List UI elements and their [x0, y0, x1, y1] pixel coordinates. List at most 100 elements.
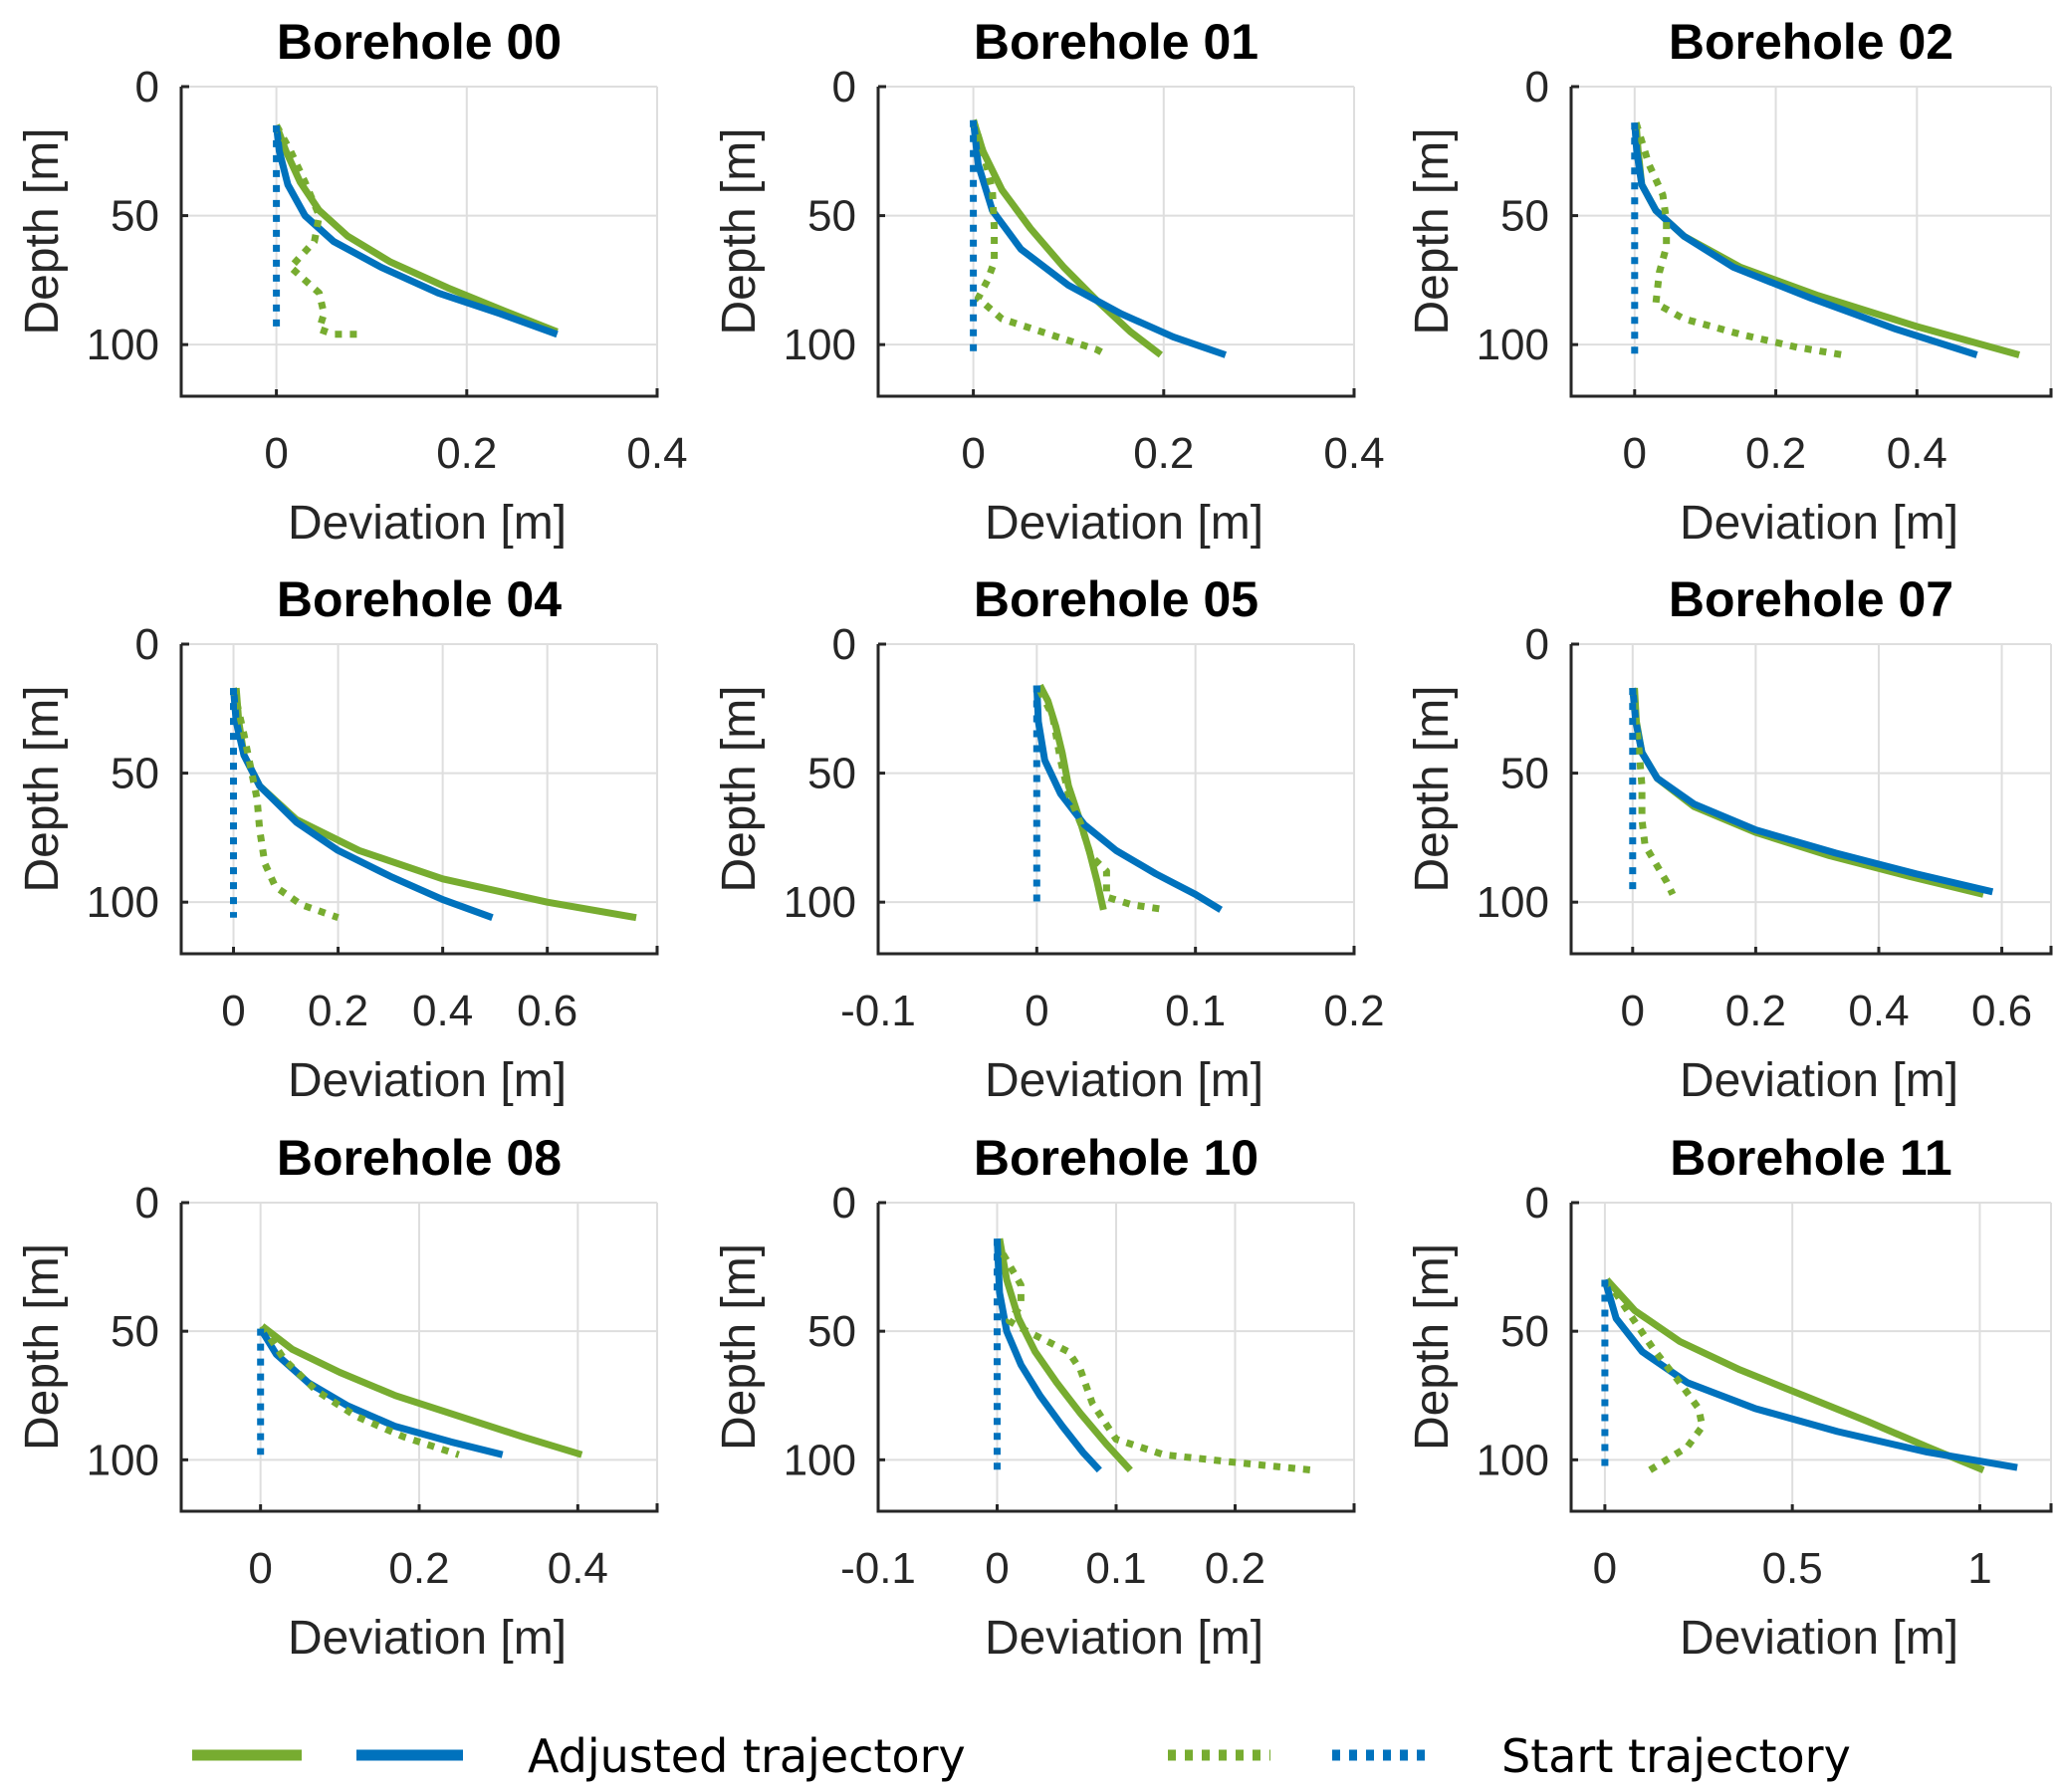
- y-tick-label: 100: [87, 1436, 159, 1484]
- x-tick-label: 0.4: [1887, 429, 1947, 478]
- series-line-adjusted-blue: [1629, 687, 1994, 896]
- series-line-adjusted-green: [996, 1237, 1133, 1473]
- y-tick-label: 100: [1477, 321, 1549, 369]
- x-axis-label: Deviation [m]: [985, 1612, 1263, 1665]
- y-tick-label: 100: [784, 321, 856, 369]
- x-tick-label: 0.4: [412, 987, 473, 1035]
- y-tick-label: 100: [1477, 878, 1549, 927]
- subplot-title: Borehole 00: [277, 14, 562, 70]
- y-tick-label: 100: [87, 321, 159, 369]
- series-line-adjusted-green: [260, 1323, 583, 1458]
- y-tick-label: 50: [1500, 192, 1549, 241]
- subplot-borehole-00: Borehole 00 0 50 100 0 0.2 0.4 Deviation [m] Dep…: [16, 14, 688, 550]
- x-tick-label: -0.1: [840, 1544, 916, 1593]
- series-line-adjusted-blue: [1601, 1278, 2018, 1471]
- legend-label-adjusted: Adjusted trajectory: [528, 1729, 966, 1783]
- axes-frame: [876, 87, 1356, 398]
- x-tick-label: 0: [1623, 429, 1647, 478]
- x-tick-label: 0: [985, 1544, 1009, 1593]
- legend: Adjusted trajectory Start trajectory: [192, 1729, 1851, 1783]
- y-tick-label: 100: [784, 1436, 856, 1484]
- y-tick-label: 100: [1477, 1436, 1549, 1484]
- y-tick-label: 0: [1525, 620, 1549, 669]
- x-tick-label: -0.1: [840, 987, 916, 1035]
- series-line-adjusted-blue: [273, 124, 559, 338]
- x-axis-label: Deviation [m]: [1680, 497, 1958, 550]
- subplot-borehole-01: Borehole 01 0 50 100 0 0.2 0.4 Deviation [m] Dep…: [713, 14, 1385, 550]
- y-tick-label: 50: [807, 1307, 856, 1356]
- series-line-start-green: [1632, 121, 1844, 358]
- y-axis-label: Depth [m]: [713, 685, 766, 892]
- x-tick-label: 0.1: [1165, 987, 1226, 1035]
- x-tick-label: 0.4: [1848, 987, 1909, 1035]
- series-line-adjusted-blue: [994, 1238, 1102, 1473]
- x-tick-label: 0: [264, 429, 288, 478]
- y-axis-label: Depth [m]: [1406, 685, 1459, 892]
- x-axis-label: Deviation [m]: [288, 1054, 567, 1107]
- subplot-title: Borehole 05: [974, 571, 1258, 627]
- series-line-start-green: [1603, 1277, 1707, 1473]
- subplot-borehole-07: Borehole 07 0 50 100 0 0.2 0.4 0.6 Deviation [m]…: [1406, 571, 2053, 1107]
- x-axis-label: Deviation [m]: [985, 1054, 1263, 1107]
- series-line-adjusted-green: [232, 687, 637, 922]
- x-tick-label: 0.1: [1085, 1544, 1146, 1593]
- y-axis-label: Depth [m]: [16, 685, 69, 892]
- x-tick-label: 0: [248, 1544, 272, 1593]
- subplot-borehole-02: Borehole 02 0 50 100 0 0.2 0.4 Deviation [m] Dep…: [1406, 14, 2053, 550]
- x-tick-label: 0.6: [1971, 987, 2032, 1035]
- subplot-borehole-05: Borehole 05 0 50 100 -0.1 0 0.1 0.2 Deviation [m…: [713, 571, 1385, 1107]
- y-tick-label: 100: [784, 878, 856, 927]
- x-tick-label: 0.2: [388, 1544, 449, 1593]
- x-tick-label: 0.2: [1323, 987, 1384, 1035]
- legend-label-start: Start trajectory: [1501, 1729, 1851, 1783]
- series-line-adjusted-green: [273, 123, 559, 336]
- x-tick-label: 0.4: [548, 1544, 608, 1593]
- x-axis-label: Deviation [m]: [985, 497, 1263, 550]
- x-axis-label: Deviation [m]: [1680, 1612, 1958, 1665]
- axes-frame: [179, 87, 659, 398]
- x-tick-label: 0.2: [1745, 429, 1806, 478]
- series-line-adjusted-blue: [1631, 122, 1978, 358]
- subplot-title: Borehole 10: [974, 1130, 1258, 1186]
- y-axis-label: Depth [m]: [1406, 1243, 1459, 1451]
- y-tick-label: 0: [832, 620, 856, 669]
- y-tick-label: 0: [1525, 63, 1549, 112]
- y-axis-label: Depth [m]: [713, 1243, 766, 1451]
- x-tick-label: 0: [1621, 987, 1645, 1035]
- subplot-title: Borehole 07: [1669, 571, 1953, 627]
- x-tick-label: 0.4: [626, 429, 687, 478]
- x-tick-label: 1: [1967, 1544, 1991, 1593]
- series-line-adjusted-blue: [970, 119, 1228, 358]
- subplot-title: Borehole 11: [1670, 1130, 1951, 1186]
- y-tick-label: 50: [807, 192, 856, 241]
- y-tick-label: 0: [832, 1179, 856, 1228]
- series-line-start-green: [273, 123, 364, 338]
- x-tick-label: 0.2: [1205, 1544, 1265, 1593]
- y-tick-label: 0: [1525, 1179, 1549, 1228]
- series-line-adjusted-blue: [230, 687, 494, 921]
- y-tick-label: 50: [111, 750, 159, 798]
- subplot-title: Borehole 01: [974, 14, 1258, 70]
- x-tick-label: 0: [961, 429, 985, 478]
- y-tick-label: 50: [807, 750, 856, 798]
- subplot-title: Borehole 02: [1669, 14, 1953, 70]
- y-tick-label: 50: [111, 192, 159, 241]
- y-tick-label: 0: [832, 63, 856, 112]
- series-line-adjusted-green: [1604, 1277, 1985, 1473]
- y-axis-label: Depth [m]: [16, 127, 69, 335]
- series-line-adjusted-green: [1036, 683, 1107, 911]
- subplot-borehole-04: Borehole 04 0 50 100 0 0.2 0.4 0.6 Deviation [m]…: [16, 571, 659, 1107]
- axes-frame: [1569, 87, 2053, 398]
- series-line-start-green: [1036, 689, 1168, 914]
- axes-frame: [179, 644, 659, 956]
- x-tick-label: 0: [221, 987, 245, 1035]
- subplot-borehole-10: Borehole 10 0 50 100 -0.1 0 0.1 0.2 Deviation [m…: [713, 1130, 1356, 1665]
- y-tick-label: 50: [1500, 750, 1549, 798]
- y-tick-label: 100: [87, 878, 159, 927]
- series-line-start-green: [1629, 687, 1677, 896]
- series-line-adjusted-green: [1631, 687, 1984, 898]
- x-tick-label: 0.4: [1323, 429, 1384, 478]
- subplot-title: Borehole 04: [277, 571, 562, 627]
- y-axis-label: Depth [m]: [1406, 127, 1459, 335]
